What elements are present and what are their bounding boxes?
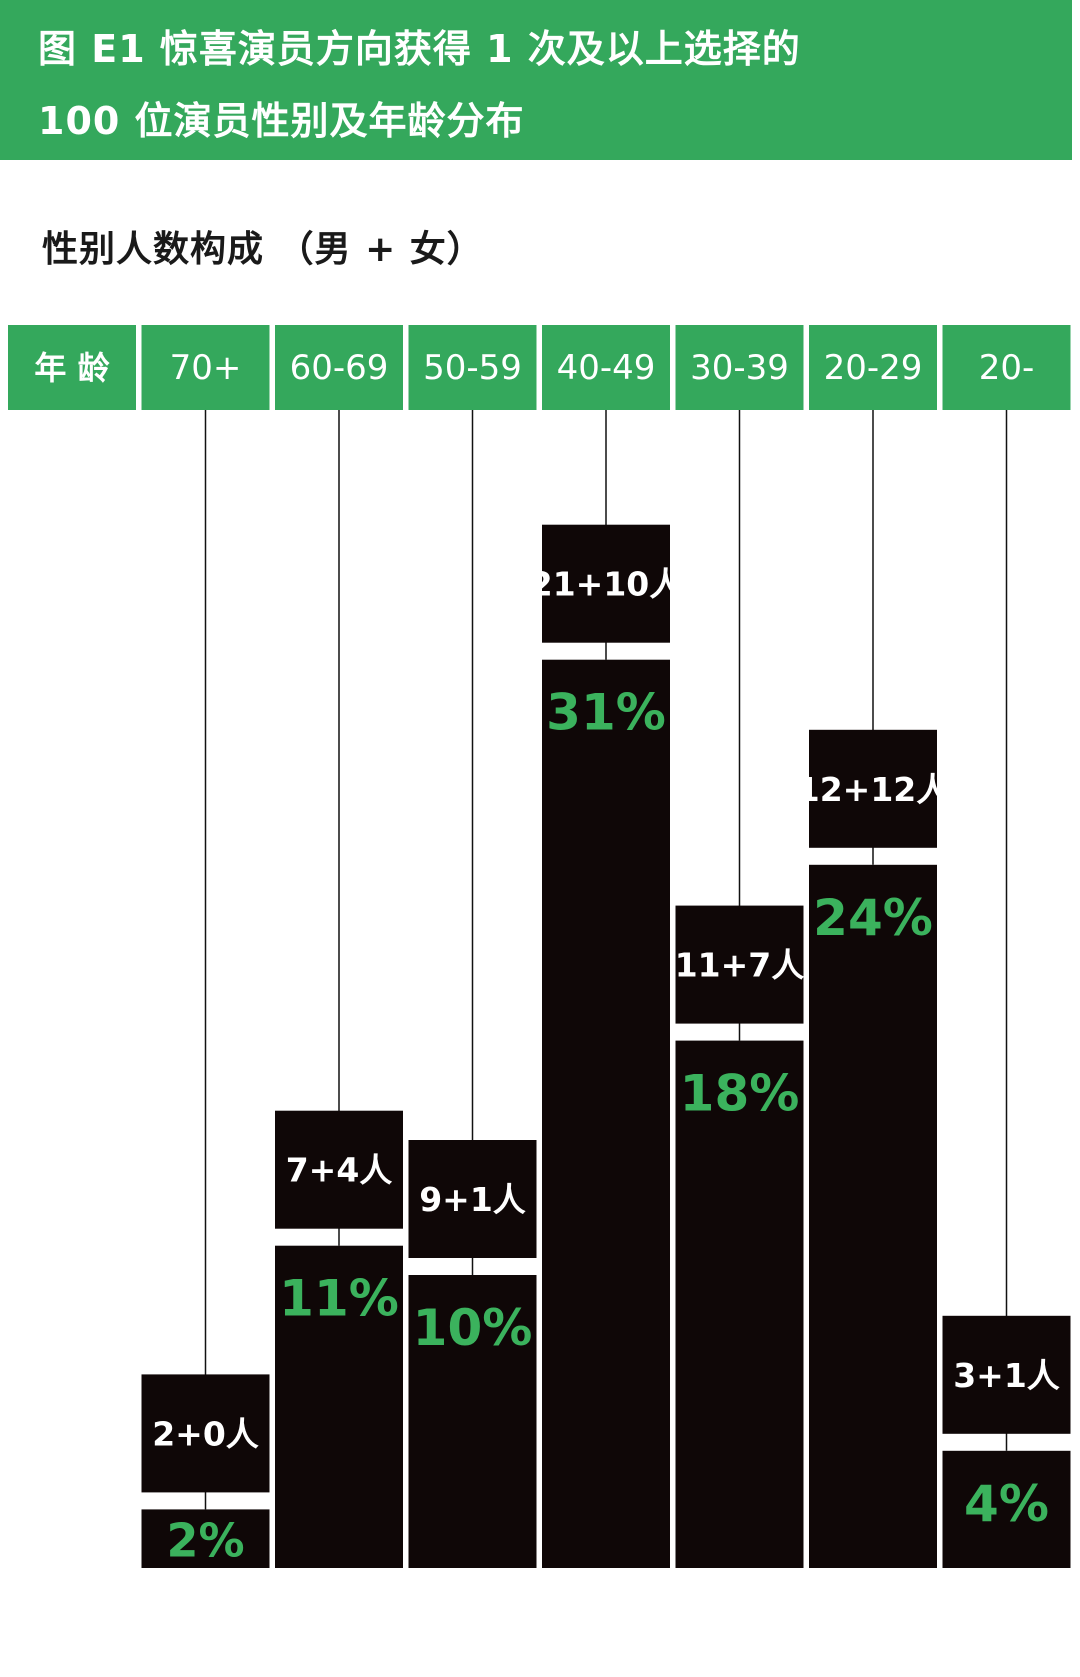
bar xyxy=(275,1245,403,1568)
title-bar: 图 E1 惊喜演员方向获得 1 次及以上选择的 100 位演员性别及年龄分布 xyxy=(0,0,1072,160)
percent-label: 31% xyxy=(546,684,666,742)
count-box xyxy=(408,1140,537,1258)
count-label: 12+12人 xyxy=(797,770,950,809)
category-header-cell xyxy=(408,325,537,410)
category-header-cell xyxy=(942,325,1071,410)
count-label: 11+7人 xyxy=(675,946,805,985)
age-header-cell xyxy=(8,325,136,410)
bar xyxy=(408,1275,537,1568)
count-label: 21+10人 xyxy=(530,565,683,604)
count-box xyxy=(675,905,804,1024)
percent-label: 2% xyxy=(166,1514,244,1568)
count-box xyxy=(141,1374,270,1493)
category-header-cell xyxy=(542,325,670,410)
bar xyxy=(542,659,670,1568)
count-box xyxy=(275,1110,403,1229)
count-box xyxy=(809,729,937,848)
count-box xyxy=(542,524,670,643)
chart-title-line-1: 图 E1 惊喜演员方向获得 1 次及以上选择的 xyxy=(38,27,801,71)
category-label: 60-69 xyxy=(290,348,389,388)
category-header-cell xyxy=(809,325,937,410)
category-label: 20- xyxy=(979,348,1035,388)
category-label: 20-29 xyxy=(824,348,923,388)
percent-label: 11% xyxy=(279,1270,399,1328)
percent-label: 18% xyxy=(680,1065,800,1123)
chart-title-line-2: 100 位演员性别及年龄分布 xyxy=(38,99,525,143)
category-label: 50-59 xyxy=(423,348,522,388)
category-header-cell xyxy=(275,325,403,410)
bar xyxy=(809,864,937,1568)
count-label: 9+1人 xyxy=(419,1180,526,1219)
age-header-label: 年 龄 xyxy=(34,349,109,387)
category-header-cell xyxy=(675,325,804,410)
category-label: 70+ xyxy=(170,348,242,388)
chart-subtitle: 性别人数构成 （男 + 女） xyxy=(42,229,484,270)
category-label: 40-49 xyxy=(557,348,656,388)
category-label: 30-39 xyxy=(690,348,789,388)
percent-label: 10% xyxy=(413,1299,533,1357)
count-label: 7+4人 xyxy=(286,1151,393,1190)
bar xyxy=(675,1040,804,1568)
percent-label: 4% xyxy=(964,1475,1049,1533)
category-header-cell xyxy=(141,325,270,410)
bar xyxy=(942,1450,1071,1568)
count-box xyxy=(942,1315,1071,1434)
percent-label: 24% xyxy=(813,889,933,947)
count-label: 3+1人 xyxy=(953,1356,1060,1395)
count-label: 2+0人 xyxy=(152,1414,259,1453)
bar xyxy=(141,1509,270,1568)
